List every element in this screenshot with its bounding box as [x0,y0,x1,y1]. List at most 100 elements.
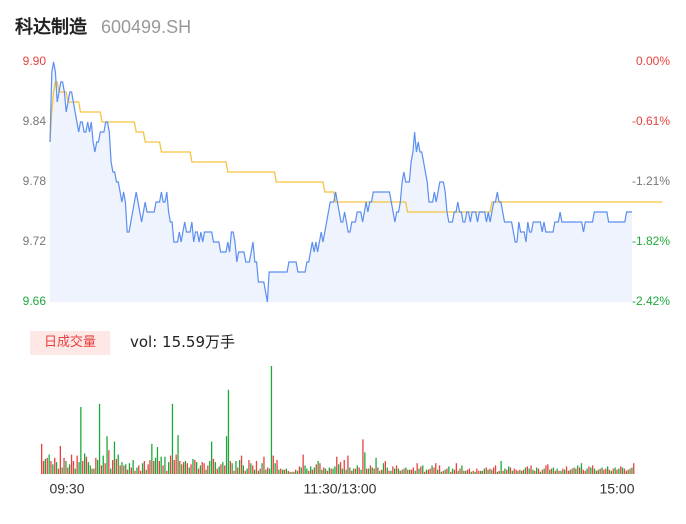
volume-bar [263,456,265,474]
volume-bar [603,469,605,474]
volume-bar [231,463,233,474]
volume-bar [349,467,351,474]
volume-bar [554,470,556,474]
volume-bar [212,458,215,474]
volume-bar [248,460,250,474]
volume-bar [360,469,362,474]
volume-bar [315,464,317,474]
volume-bar [595,470,598,474]
volume-bar [508,466,510,474]
volume-bar [575,468,577,474]
volume-bar [453,469,456,474]
volume-bar [321,469,323,474]
volume-bar [44,458,46,474]
volume-bar [401,469,403,474]
volume-bar [272,455,274,474]
volume-bar [308,470,310,474]
y-tick-left: 9.66 [23,294,47,308]
volume-bar [205,469,207,474]
volume-bar [491,469,493,474]
volume-bar [534,470,536,474]
volume-bar [569,469,571,474]
volume-bar [448,466,450,474]
volume-bar [382,463,385,474]
volume-bar [562,468,564,474]
volume-bar [197,468,200,474]
volume-bar [405,467,407,474]
volume-bar [304,465,306,474]
volume-bar [203,463,205,474]
volume-bar [592,465,594,474]
volume-bar [108,450,110,474]
volume-bar [377,467,379,474]
volume-bar [461,465,463,474]
volume-bar [500,461,502,474]
volume-bar [573,467,575,474]
volume-bar [287,470,289,474]
volume-bar [134,470,136,474]
volume-bar [252,465,254,474]
volume-bar [409,469,411,474]
volume-bar [407,469,409,474]
volume-bar [577,465,579,474]
volume-bar [201,462,203,474]
y-tick-left: 9.72 [23,234,47,248]
volume-bar [336,456,338,474]
volume-bar [89,465,91,474]
volume-bar [616,469,618,474]
volume-bar [82,461,84,474]
volume-bar [394,468,396,474]
volume-bar [166,470,168,474]
volume-bar [513,468,515,474]
volume-bar [50,461,52,474]
volume-bar [267,467,269,474]
volume-bar [199,465,202,474]
volume-bar [392,466,394,474]
volume-bar [186,463,188,474]
volume-bar [375,457,377,474]
volume-bar [485,467,487,474]
volume-bar [332,468,334,474]
volume-bar [478,470,480,474]
volume-bar [121,462,123,474]
volume-bar [489,468,491,474]
volume-bar [425,469,428,474]
volume-bar [253,469,256,474]
volume-bar [147,464,149,474]
volume-bar [69,464,71,474]
volume-bar [244,470,246,474]
volume-bar [291,471,293,474]
volume-bar [125,464,127,474]
volume-bar [276,460,278,474]
volume-bar [521,470,523,474]
volume-bar [427,469,429,474]
volume-tab[interactable]: 日成交量 [30,331,110,355]
volume-bar [126,469,129,474]
volume-bar [493,467,495,474]
volume-bar [156,447,159,474]
volume-bar [184,461,187,474]
volume-bar [261,463,263,474]
volume-bar [496,471,499,474]
volume-bar [438,465,441,474]
volume-bar [289,471,291,474]
volume-bar [255,461,258,474]
volume-bar [416,463,418,474]
volume-bar [84,453,86,474]
volume-bar [113,441,116,474]
y-tick-right: -2.42% [632,294,670,308]
volume-bar [450,471,452,474]
volume-bar [78,462,80,474]
volume-bar [526,466,528,474]
volume-bar [386,467,388,474]
volume-bar [153,461,155,474]
volume-bar [93,468,95,474]
volume-bar [59,445,61,474]
volume-bar [285,468,287,474]
volume-bar [339,462,342,474]
volume-bar [179,461,181,474]
volume-bar [356,465,358,474]
volume-bar [364,452,366,474]
volume-bar [451,468,454,474]
volume-bar [455,463,457,474]
